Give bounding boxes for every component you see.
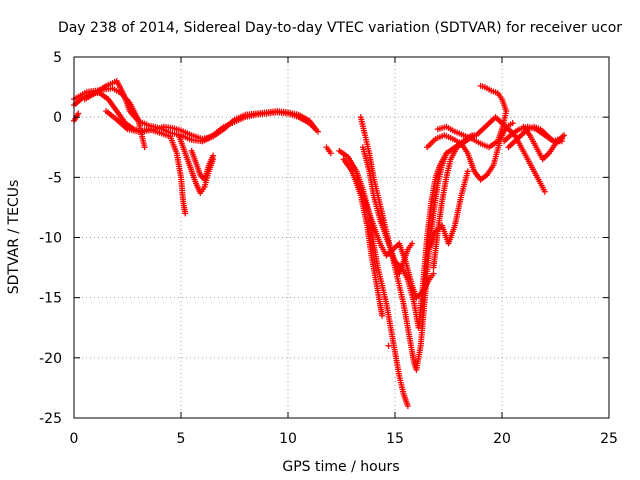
data-point	[141, 144, 148, 151]
data-point	[558, 135, 565, 142]
data-point	[210, 152, 217, 159]
x-tick-label: 10	[279, 431, 297, 447]
y-tick-label: -10	[39, 231, 62, 247]
grid-lines	[74, 57, 609, 418]
data-point	[182, 210, 189, 217]
y-tick-label: -5	[48, 170, 62, 186]
x-tick-label: 0	[70, 431, 79, 447]
data-point	[477, 82, 484, 89]
data-point	[409, 240, 416, 247]
data-point	[75, 110, 82, 117]
y-axis-label: SDTVAR / TECUs	[6, 180, 22, 295]
y-tick-label: 5	[53, 50, 62, 66]
data-point	[430, 270, 437, 277]
data-points	[71, 78, 568, 409]
data-point	[385, 342, 392, 349]
y-tick-label: -15	[39, 291, 62, 307]
data-point	[404, 402, 411, 409]
y-tick-label: -25	[39, 411, 62, 427]
data-point	[541, 188, 548, 195]
y-tick-label: 0	[53, 110, 62, 126]
tick-labels: 0 5 10 15 20 25 5 0 -5 -10 -15 -20 -25	[39, 50, 618, 447]
data-point	[561, 132, 568, 139]
x-axis-label: GPS time / hours	[282, 459, 399, 475]
data-point	[314, 128, 321, 135]
x-tick-label: 15	[386, 431, 404, 447]
data-point	[327, 150, 334, 157]
x-tick-label: 5	[177, 431, 186, 447]
data-point	[464, 168, 471, 175]
y-tick-label: -20	[39, 351, 62, 367]
x-tick-label: 20	[493, 431, 511, 447]
data-point	[379, 312, 386, 319]
chart-title: Day 238 of 2014, Sidereal Day-to-day VTE…	[58, 20, 622, 36]
data-point	[509, 120, 516, 127]
x-tick-label: 25	[600, 431, 618, 447]
axes	[73, 56, 610, 419]
